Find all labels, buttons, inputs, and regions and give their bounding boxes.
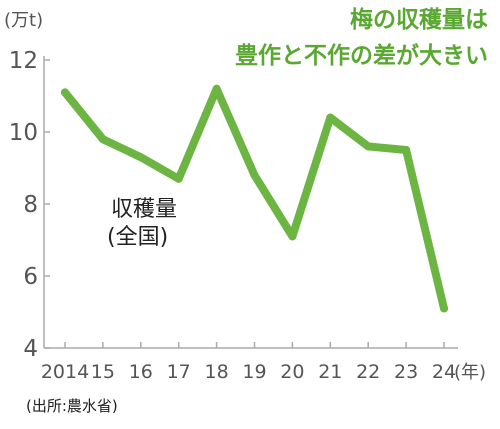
x-tick-label: 16	[129, 361, 153, 383]
series	[61, 84, 448, 313]
x-unit-label: (年)	[454, 362, 486, 383]
x-tick-label: 15	[91, 361, 115, 383]
y-unit-label: (万t)	[4, 10, 43, 31]
y-tick-label: 8	[23, 192, 38, 218]
source-note: (出所:農水省)	[26, 397, 118, 415]
y-tick-label: 4	[23, 336, 38, 362]
series-point	[98, 135, 107, 144]
x-tick-label: 20	[280, 361, 304, 383]
x-tick-label: 23	[394, 361, 418, 383]
x-tick-label: 18	[205, 361, 229, 383]
series-point	[402, 146, 411, 154]
chart-title-line-2: 豊作と不作の差が大きい	[235, 42, 488, 69]
series-point	[61, 88, 69, 97]
series-point	[326, 113, 335, 122]
x-tick-label: 21	[318, 361, 342, 383]
chart-title-line-1: 梅の収穫量は	[350, 6, 488, 33]
y-tick-label: 12	[9, 48, 38, 74]
series-point	[174, 174, 183, 183]
x-tick-label: 2014	[41, 361, 89, 383]
x-tick-label: 17	[167, 361, 191, 383]
series-point	[250, 171, 259, 180]
x-tick-label: 19	[242, 361, 266, 383]
series-label-line-1: 収穫量	[111, 197, 177, 222]
series-point	[136, 153, 145, 162]
series-point	[440, 304, 448, 313]
series-label-line-2: (全国)	[107, 225, 168, 250]
y-ticks: 4 6 8 10 12	[9, 48, 50, 362]
x-ticks: 2014 15 16 17 18 19 20 21 22 23 24	[41, 342, 456, 383]
series-point	[288, 232, 297, 241]
series-point	[364, 142, 373, 151]
series-point	[212, 84, 221, 93]
y-tick-label: 6	[23, 264, 38, 290]
y-tick-label: 10	[9, 120, 38, 146]
axes	[43, 56, 458, 349]
x-tick-label: 22	[356, 361, 380, 383]
x-tick-label: 24	[432, 361, 456, 383]
